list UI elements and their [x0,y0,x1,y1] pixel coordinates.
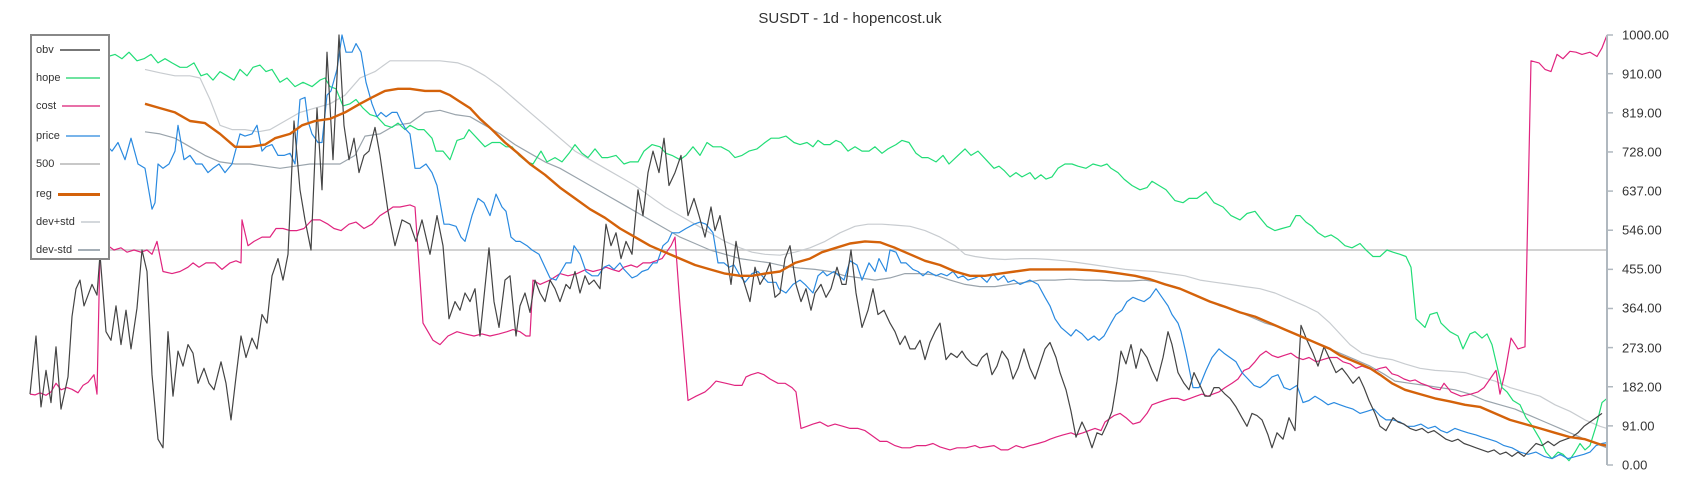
series-layer [29,34,1608,462]
series-line-hope [99,51,1608,462]
y-tick-label: 0.00 [1622,457,1648,473]
legend-item-devminus[interactable]: dev-std [36,242,100,258]
legend-item-cost[interactable]: cost [36,98,100,114]
y-tick-label: 91.00 [1622,418,1655,434]
legend-swatch-obv [59,49,100,51]
legend-label: dev-std [36,244,73,256]
legend-item-devplus[interactable]: dev+std [36,214,100,230]
series-line-obv [29,34,1603,457]
legend-item-500[interactable]: 500 [36,156,100,172]
legend-swatch-hope [66,77,100,79]
y-tick-label: 1000.00 [1622,27,1669,43]
y-axis [1606,34,1613,466]
legend-swatch-price [65,135,100,137]
y-tick-label: 364.00 [1622,300,1662,316]
legend-item-reg[interactable]: reg [36,186,100,202]
legend-label: dev+std [36,216,75,228]
legend-item-hope[interactable]: hope [36,70,100,86]
y-tick-label: 910.00 [1622,66,1662,82]
legend-item-price[interactable]: price [36,128,100,144]
legend-swatch-500 [60,163,100,165]
legend-label: 500 [36,158,55,170]
legend-swatch-devplus [80,221,100,223]
series-line-price [99,34,1608,460]
legend-label: obv [36,44,54,56]
series-line-devminus-std [144,109,1608,449]
y-tick-label: 819.00 [1622,105,1662,121]
y-tick-label: 546.00 [1622,222,1662,238]
legend-label: cost [36,100,57,112]
legend-swatch-cost [62,105,100,107]
y-tick-label: 273.00 [1622,340,1662,356]
legend-label: price [36,130,60,142]
series-line-reg [144,87,1608,447]
y-tick-label: 728.00 [1622,144,1662,160]
legend-swatch-reg [57,192,100,196]
legend-label: hope [36,72,61,84]
y-tick-label: 182.00 [1622,379,1662,395]
y-tick-label: 637.00 [1622,183,1662,199]
legend-swatch-devminus [78,249,100,251]
legend-label: reg [36,188,52,200]
chart-title: SUSDT - 1d - hopencost.uk [758,10,942,27]
legend: obv hope cost price 500 reg dev+std dev-… [30,34,110,260]
series-line-cost [29,34,1608,451]
legend-item-obv[interactable]: obv [36,42,100,58]
y-tick-label: 455.00 [1622,261,1662,277]
series-line-devplusstd [144,60,1608,429]
